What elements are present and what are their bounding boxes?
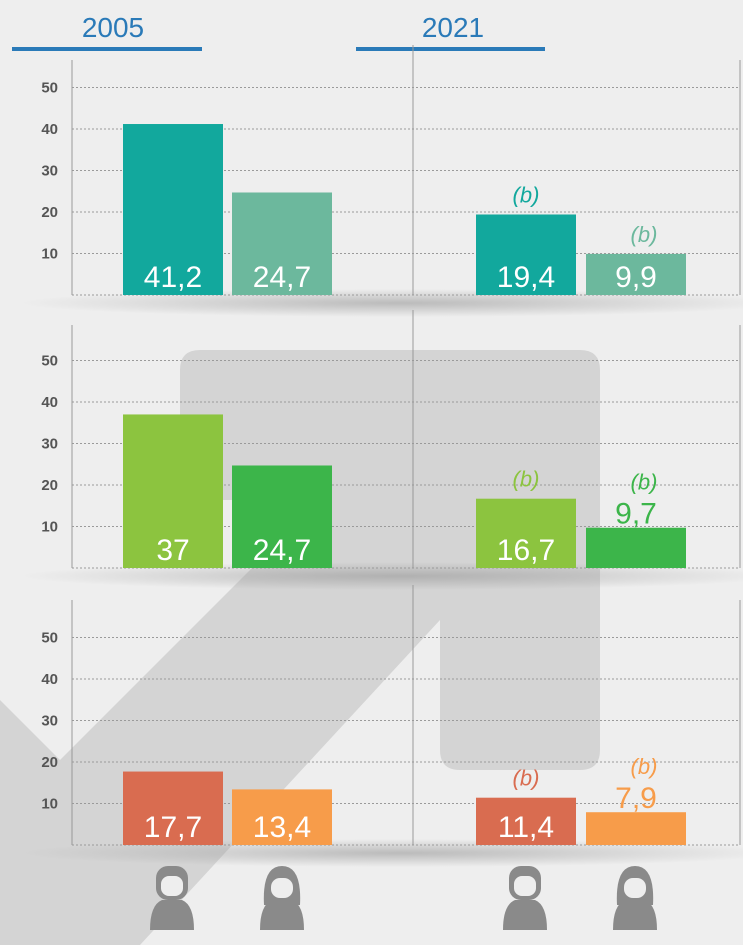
bar [476, 797, 576, 845]
panel-shadow [20, 289, 743, 317]
value-label: 37 [156, 534, 189, 567]
year-header: 2005 [82, 12, 144, 43]
y-tick-label: 40 [41, 394, 58, 411]
bar [123, 124, 223, 296]
y-tick-label: 30 [41, 713, 58, 730]
annotation: (b) [631, 754, 658, 779]
value-label: 24,7 [253, 534, 311, 567]
annotation: (b) [513, 467, 540, 492]
value-label: 41,2 [144, 261, 202, 294]
value-label: 11,4 [498, 811, 554, 844]
y-tick-label: 40 [41, 121, 58, 138]
bar [123, 771, 223, 845]
y-tick-label: 20 [41, 477, 58, 494]
panel-shadow [20, 562, 743, 590]
y-tick-label: 10 [41, 796, 58, 813]
annotation: (b) [631, 222, 658, 247]
value-label: 9,9 [615, 261, 657, 294]
person-icons [150, 866, 657, 930]
y-tick-label: 10 [41, 519, 58, 536]
annotation: (b) [513, 766, 540, 791]
value-label: 19,4 [497, 261, 555, 294]
value-label: 17,7 [144, 811, 202, 844]
bar [586, 253, 686, 295]
bar [232, 192, 332, 295]
y-tick-label: 10 [41, 246, 58, 263]
bar [586, 812, 686, 845]
y-tick-label: 40 [41, 671, 58, 688]
y-tick-label: 20 [41, 754, 58, 771]
y-tick-label: 20 [41, 204, 58, 221]
y-tick-label: 50 [41, 353, 58, 370]
annotation: (b) [631, 470, 658, 495]
value-label: 7,9 [615, 782, 657, 815]
value-label: 9,7 [615, 498, 657, 531]
y-tick-label: 30 [41, 163, 58, 180]
bar [476, 498, 576, 568]
y-tick-label: 30 [41, 436, 58, 453]
y-tick-label: 50 [41, 630, 58, 647]
bar [476, 214, 576, 295]
value-label: 13,4 [253, 811, 311, 844]
value-label: 16,7 [497, 534, 555, 567]
y-tick-label: 50 [41, 80, 58, 97]
bar [232, 465, 332, 568]
value-label: 24,7 [253, 261, 311, 294]
bar [586, 527, 686, 568]
year-header: 2021 [422, 12, 484, 43]
panel-shadow [20, 839, 743, 867]
bar [123, 414, 223, 568]
annotation: (b) [513, 182, 540, 207]
bar [232, 789, 332, 845]
